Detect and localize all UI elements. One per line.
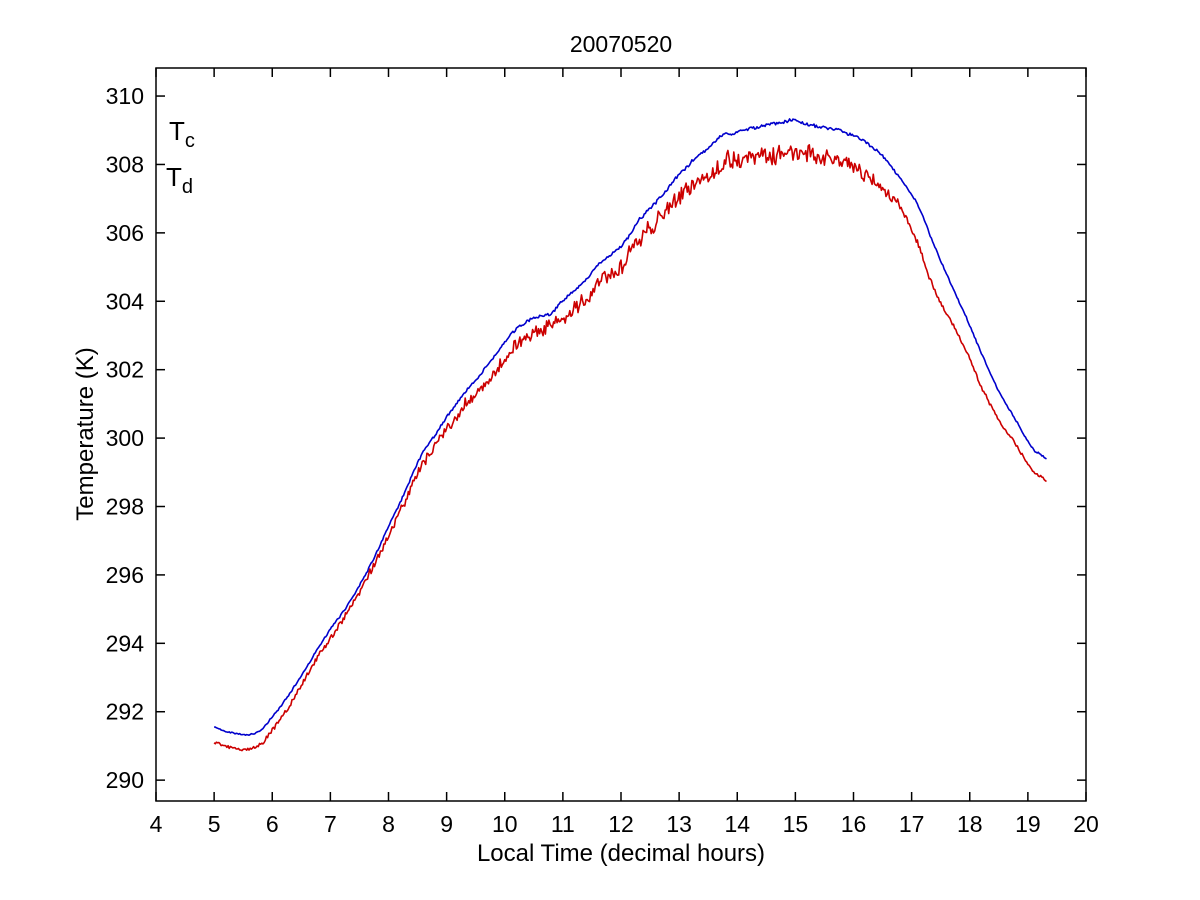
- x-tick-label: 5: [208, 811, 221, 837]
- legend-td-main: T: [166, 162, 182, 192]
- x-tick-label: 16: [841, 811, 867, 837]
- series-lines: [213, 118, 1047, 752]
- x-tick-label: 6: [266, 811, 279, 837]
- x-tick-label: 18: [957, 811, 983, 837]
- x-tick-label: 7: [324, 811, 337, 837]
- y-tick-label: 290: [106, 767, 144, 793]
- y-tick-label: 302: [106, 357, 144, 383]
- x-tick-label: 8: [382, 811, 395, 837]
- x-tick-label: 14: [724, 811, 750, 837]
- legend-tc-main: T: [169, 116, 185, 146]
- legend-td-label: Td: [166, 162, 193, 198]
- x-tick-label: 12: [608, 811, 634, 837]
- x-tick-label: 9: [440, 811, 453, 837]
- y-tick-label: 294: [106, 630, 145, 656]
- x-tick-label: 4: [150, 811, 163, 837]
- y-tick-label: 292: [106, 699, 144, 725]
- legend-td-sub: d: [182, 176, 193, 198]
- axis-ticks: 4 5 6 7 8 9 10 11 12 13 14 15 16 17 18 19 20 290 292 294 296…: [106, 68, 1099, 837]
- x-tick-label: 17: [899, 811, 925, 837]
- y-tick-label: 296: [106, 562, 144, 588]
- y-tick-label: 308: [106, 151, 144, 177]
- x-tick-label: 15: [783, 811, 809, 837]
- x-tick-label: 11: [551, 811, 575, 837]
- series-tc-line: [214, 118, 1047, 737]
- x-axis-label: Local Time (decimal hours): [477, 840, 765, 867]
- chart-title: 20070520: [570, 31, 672, 57]
- legend-tc-sub: c: [185, 130, 195, 152]
- legend-tc-label: Tc: [169, 116, 195, 152]
- x-tick-label: 19: [1015, 811, 1041, 837]
- y-tick-label: 298: [106, 494, 144, 520]
- y-tick-label: 300: [106, 425, 144, 451]
- y-axis-label: Temperature (K): [72, 347, 99, 520]
- y-tick-label: 306: [106, 220, 144, 246]
- y-tick-label: 304: [106, 288, 145, 314]
- x-tick-label: 20: [1073, 811, 1099, 837]
- series-td-line: [213, 144, 1047, 752]
- plot-area: [155, 67, 1087, 802]
- y-tick-label: 310: [106, 83, 144, 109]
- x-tick-label: 13: [666, 811, 692, 837]
- x-tick-label: 10: [492, 811, 518, 837]
